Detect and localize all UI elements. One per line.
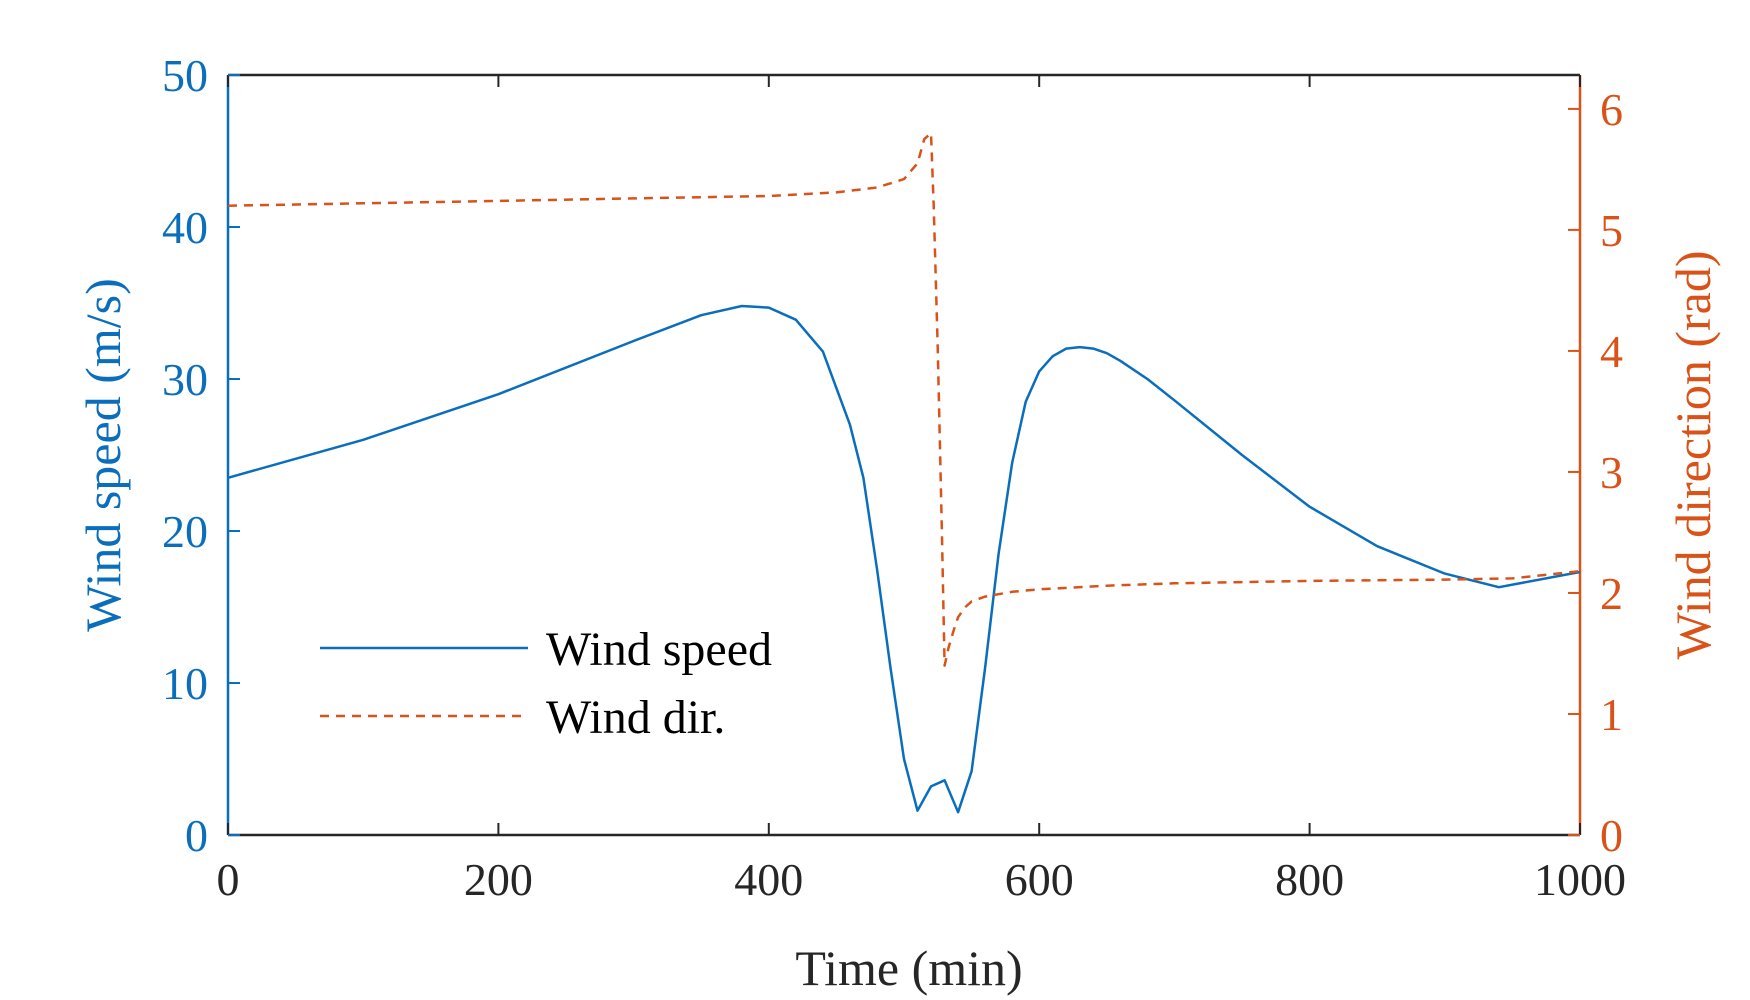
y-left-tick-label: 50 <box>162 50 208 101</box>
series-wind-speed-line <box>227 304 1581 814</box>
y-right-tick-label: 6 <box>1600 84 1623 135</box>
y-right-tick-label: 1 <box>1600 689 1623 740</box>
y-left-tick-label: 30 <box>162 354 208 405</box>
legend-wind-dir-label: Wind dir. <box>546 691 725 744</box>
y-left-tick-label: 0 <box>185 810 208 861</box>
series-wind-direction-line <box>227 131 1581 667</box>
y-left-tick-label: 40 <box>162 202 208 253</box>
y-left-axis-title: Wind speed (m/s) <box>75 278 131 631</box>
y-right-tick-label: 2 <box>1600 568 1623 619</box>
x-tick-label: 0 <box>217 854 240 905</box>
x-tick-label: 1000 <box>1534 854 1626 905</box>
y-right-axis-title: Wind direction (rad) <box>1665 251 1721 660</box>
series-layer <box>227 131 1581 814</box>
y-right-tick-label: 4 <box>1600 326 1623 377</box>
x-tick-label: 200 <box>464 854 533 905</box>
x-tick-label: 800 <box>1275 854 1344 905</box>
x-tick-label: 400 <box>734 854 803 905</box>
y-right-tick-label: 0 <box>1600 810 1623 861</box>
y-right-tick-label: 5 <box>1600 205 1623 256</box>
legend: Wind speed Wind dir. <box>320 623 772 744</box>
y-right-tick-label: 3 <box>1600 447 1623 498</box>
y-left-tick-label: 10 <box>162 658 208 709</box>
y-left-tick-label: 20 <box>162 506 208 557</box>
legend-wind-speed-label: Wind speed <box>546 623 772 676</box>
x-tick-label: 600 <box>1005 854 1074 905</box>
x-axis-title: Time (min) <box>795 940 1022 996</box>
plot-area <box>226 73 1582 837</box>
